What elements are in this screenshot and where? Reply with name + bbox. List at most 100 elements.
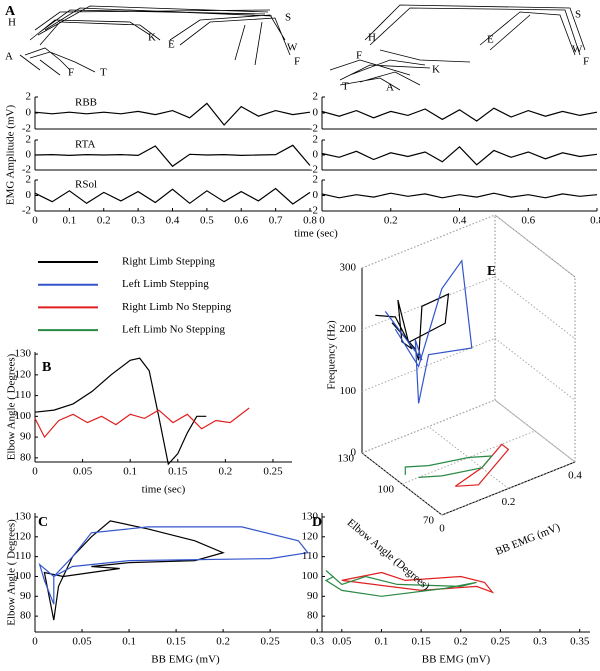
stick-label: S [285, 12, 291, 24]
x-tick-label: 0.7 [269, 215, 283, 227]
y-tick-label: 100 [15, 410, 32, 422]
x-tick-label: 0.5 [200, 215, 214, 227]
data-line [38, 526, 309, 605]
stick-label: F [68, 67, 74, 79]
x-tick-label: 0.2 [218, 466, 232, 478]
data-line [43, 520, 225, 621]
y-tick-label: 110 [15, 550, 32, 562]
x-tick-label: 0.05 [72, 636, 92, 648]
y-tick-label: 0 [313, 149, 319, 161]
y-tick-label: 90 [20, 431, 32, 443]
y-tick-label: 70 [423, 515, 435, 527]
data-line [34, 407, 250, 439]
x-axis-label: BB EMG (mV) [494, 521, 562, 558]
row-label: RBB [75, 97, 97, 109]
x-tick-label: 0 [439, 523, 445, 535]
z-tick-label: 300 [340, 262, 357, 274]
z-tick-label: 0 [351, 447, 357, 459]
x-tick-label: 0.1 [122, 636, 136, 648]
x-tick-label: 0.15 [168, 466, 188, 478]
stick-label: H [8, 17, 16, 29]
x-tick-label: 0.25 [263, 466, 283, 478]
grid-line [494, 214, 576, 278]
y-tick-label: 130 [15, 510, 32, 522]
stick-label: E [487, 34, 494, 46]
y-tick-label: 2 [26, 91, 32, 103]
stick-label: E [168, 39, 175, 51]
y-tick-label: 0 [313, 189, 319, 201]
y-tick-label: 0 [26, 189, 32, 201]
y-tick-label: -2 [22, 164, 31, 176]
x-tick-label: 0.2 [384, 215, 398, 227]
panel-label: B [42, 360, 51, 375]
box-edge [494, 214, 576, 278]
grid-line [494, 399, 576, 463]
data-line [34, 102, 311, 126]
stick-label: F [294, 56, 300, 68]
x-axis-label: BB EMG (mV) [151, 654, 220, 666]
stick-label: W [287, 42, 298, 54]
y-tick-label: 0 [313, 107, 319, 119]
x-tick-label: 0.1 [375, 636, 389, 648]
data-line [34, 357, 207, 466]
y-axis-label: Elbow Angle ( Degrees) [6, 353, 18, 460]
grid-line [361, 399, 496, 454]
y-tick-label: 120 [302, 530, 319, 542]
stick-label: A [386, 82, 394, 94]
grid-line [361, 337, 496, 392]
y-tick-label: -2 [309, 123, 318, 135]
stick-label: T [342, 81, 349, 93]
y-tick-label: 2 [313, 134, 319, 146]
z-tick-label: 100 [340, 385, 357, 397]
grid-line [441, 461, 576, 516]
x-tick-label: 0.3 [131, 215, 145, 227]
stick-label: F [583, 56, 589, 68]
panel-label: E [487, 264, 496, 279]
data-line [321, 192, 598, 199]
y-tick-label: 2 [313, 174, 319, 186]
y-tick-label: 130 [338, 453, 355, 465]
panel-label: A [5, 4, 16, 19]
stick-label: T [100, 67, 107, 79]
y-tick-label: -2 [309, 205, 318, 217]
data-line [324, 570, 477, 597]
y-tick-label: 100 [378, 484, 395, 496]
z-axis-label: Frequency (Hz) [326, 320, 338, 390]
grid-line [361, 452, 443, 516]
x-tick-label: 0.05 [73, 466, 93, 478]
y-tick-label: 0 [26, 107, 32, 119]
stick-label: S [575, 9, 581, 21]
x-tick-label: 0 [32, 215, 38, 227]
grid-line [428, 426, 509, 489]
panel-label: C [38, 515, 48, 530]
x-tick-label: 0.3 [310, 636, 324, 648]
y-tick-label: 130 [302, 510, 319, 522]
x-tick-label: 0.4 [568, 470, 582, 482]
y-tick-label: 90 [20, 590, 32, 602]
x-tick-label: 0.1 [63, 215, 77, 227]
grid-line [494, 276, 576, 340]
y-tick-label: 80 [307, 610, 319, 622]
stick-label: K [432, 64, 440, 76]
data-line [454, 443, 510, 487]
y-tick-label: 90 [307, 590, 319, 602]
x-tick-label: 0.3 [533, 636, 547, 648]
y-tick-label: 100 [302, 570, 319, 582]
y-tick-label: 80 [20, 451, 32, 463]
x-tick-label: 0.15 [411, 636, 431, 648]
data-line [34, 144, 311, 168]
stick-label: F [356, 50, 362, 62]
x-axis-label: time (sec) [142, 484, 186, 496]
y-tick-label: 130 [15, 348, 32, 360]
stick-label: K [148, 32, 156, 44]
x-tick-label: 0 [32, 466, 38, 478]
data-line [404, 455, 494, 478]
grid-line [361, 214, 496, 269]
y-tick-label: 2 [313, 91, 319, 103]
grid-line [494, 399, 576, 463]
data-line [341, 571, 495, 594]
row-label: RTA [75, 139, 96, 151]
y-axis-label: EMG Amplitude (mV) [5, 105, 17, 206]
y-tick-label: 110 [302, 550, 319, 562]
